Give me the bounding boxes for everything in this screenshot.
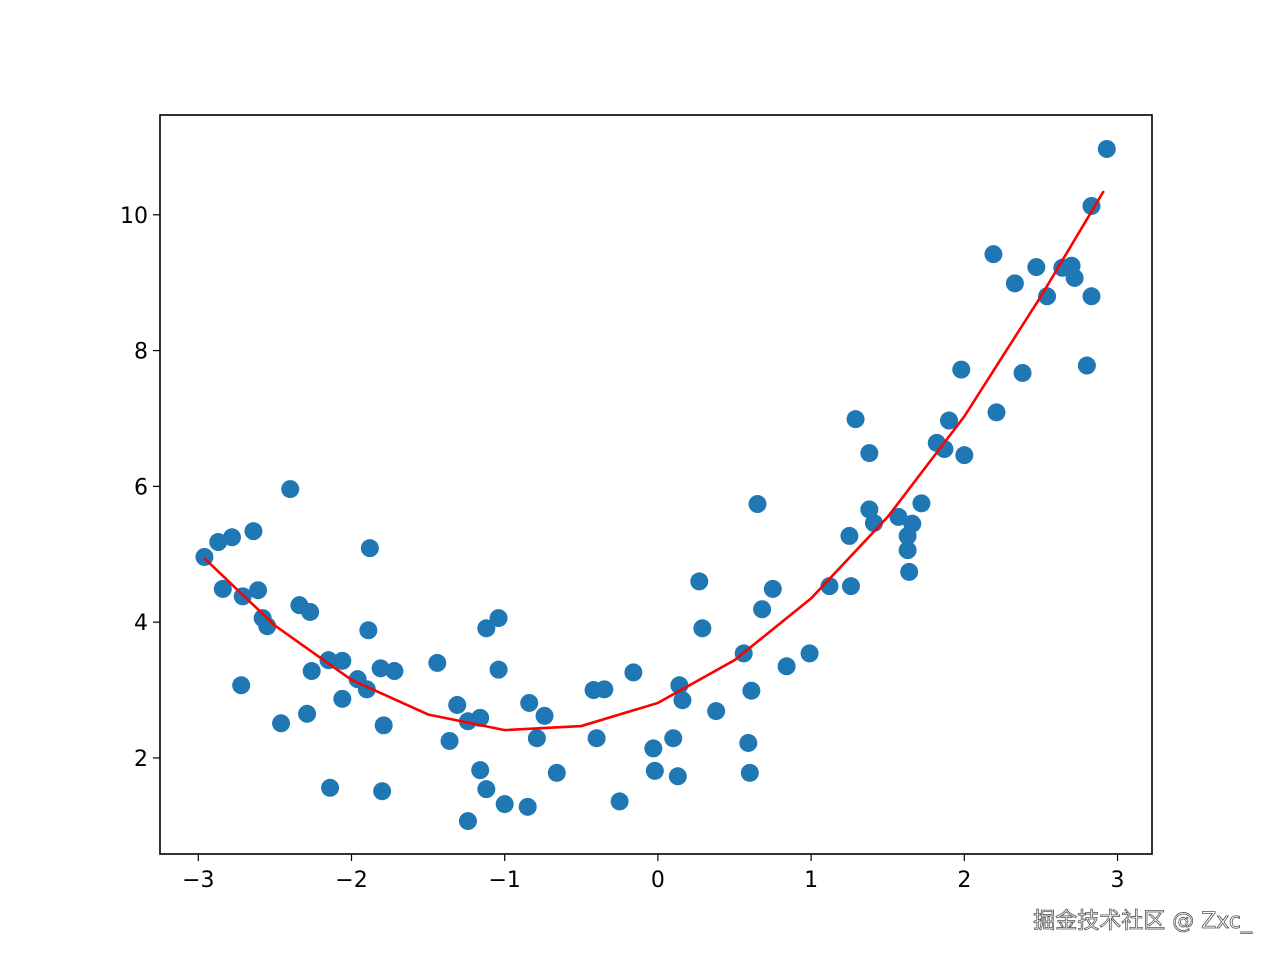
point [800,644,819,663]
point [742,681,761,700]
point [272,714,291,733]
point [489,609,508,628]
point [489,660,508,679]
point [860,444,879,463]
point [984,245,1003,264]
point [321,778,340,797]
point [298,704,317,723]
point [841,577,860,596]
point [527,729,546,748]
y-tick-label: 2 [134,747,148,772]
point [644,739,663,758]
point [820,577,839,596]
point [668,767,687,786]
point [319,651,338,670]
point [213,579,232,598]
point [495,795,514,814]
point [898,526,917,545]
point [740,763,759,782]
point [763,579,782,598]
x-tick-label: 2 [957,868,971,893]
point [471,761,490,780]
point [846,410,865,429]
point [1077,356,1096,375]
point [1082,287,1101,306]
point [690,572,709,591]
point [471,708,490,727]
point [624,663,643,682]
point [458,812,477,831]
point [244,522,263,541]
point [547,763,566,782]
point [302,662,321,681]
point [232,676,251,695]
point [448,695,467,714]
point [912,494,931,513]
point [610,792,629,811]
point [673,691,692,710]
point [935,440,954,459]
y-tick-label: 4 [134,611,148,636]
point [371,659,390,678]
point [385,662,404,681]
x-tick-label: 3 [1111,868,1125,893]
point [360,539,379,558]
point [748,495,767,514]
point [840,526,859,545]
point [373,782,392,801]
x-tick-label: −2 [335,868,367,893]
point [333,651,352,670]
point [889,507,908,526]
point [1082,196,1101,215]
point [440,731,459,750]
point [535,706,554,725]
fit-line [203,190,1105,732]
point [777,657,796,676]
x-tick-label: 1 [804,868,818,893]
point [860,500,879,519]
x-tick-label: 0 [651,868,665,893]
x-tick-label: −1 [488,868,520,893]
point [249,581,268,600]
point [952,360,971,379]
point [595,680,614,699]
point [359,621,378,640]
point [374,716,393,735]
point [940,411,959,430]
point [987,403,1006,422]
point [1097,139,1116,158]
point [428,653,447,672]
point [518,797,537,816]
point [520,693,539,712]
y-tick-label: 10 [120,204,148,229]
point [645,761,664,780]
point [587,729,606,748]
point [1013,363,1032,382]
point [693,619,712,638]
point [209,533,228,552]
y-tick-label: 8 [134,340,148,365]
point [707,702,726,721]
x-tick-label: −3 [182,868,214,893]
point [664,729,683,748]
point [477,619,496,638]
point [1065,268,1084,287]
point [739,733,758,752]
point [898,541,917,560]
point [900,562,919,581]
point [281,480,300,499]
watermark: 掘金技术社区 @ Zxc_ [1033,909,1253,934]
y-tick-label: 6 [134,475,148,500]
point [955,446,974,465]
point [753,600,772,619]
point [333,689,352,708]
plot-frame [159,114,1153,855]
point [1005,274,1024,293]
point [301,602,320,621]
point [223,528,242,547]
point [477,780,496,799]
point [1027,258,1046,277]
